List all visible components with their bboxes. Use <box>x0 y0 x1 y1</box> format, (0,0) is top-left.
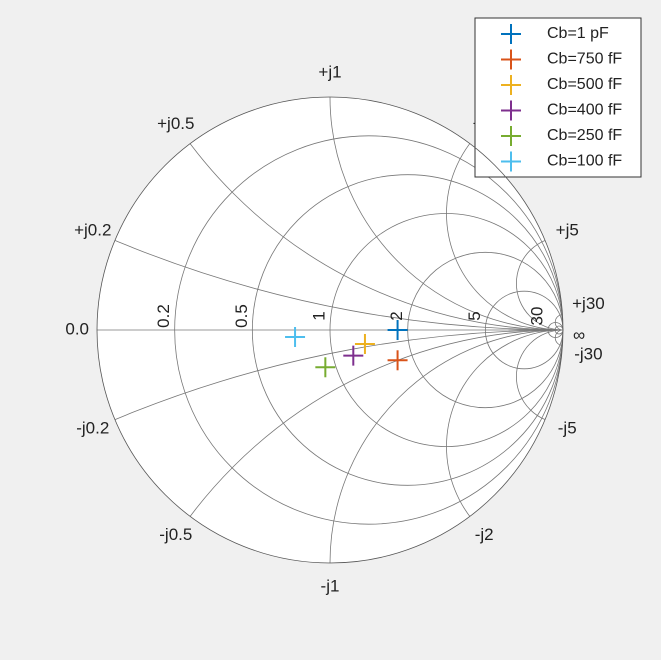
resistance-circle <box>407 251 563 409</box>
resistance-label: 5 <box>465 311 484 320</box>
infinity-label: ∞ <box>573 325 585 344</box>
resistance-circle <box>484 290 563 370</box>
reactance-label: -j5 <box>558 418 577 437</box>
legend-label: Cb=500 fF <box>547 76 622 93</box>
markers <box>285 320 408 378</box>
marker <box>387 320 408 340</box>
resistance-label: 2 <box>387 311 406 320</box>
resistance-label: 1 <box>309 311 328 320</box>
legend: Cb=1 pF Cb=750 fF Cb=500 fF Cb=400 fF Cb=250… <box>474 17 642 178</box>
reactance-arc <box>554 314 563 331</box>
legend-label: Cb=400 fF <box>547 102 622 119</box>
marker <box>354 333 375 354</box>
resistance-label: 30 <box>527 307 546 326</box>
resistance-label: 0.2 <box>154 304 173 328</box>
marker <box>315 357 336 378</box>
reactance-label: -j0.2 <box>76 418 109 437</box>
reactance-label: +j1 <box>318 62 341 81</box>
reactance-label: +j0.2 <box>74 221 111 240</box>
reactance-arc <box>446 329 563 563</box>
reactance-label: -j1 <box>321 576 340 595</box>
legend-label: Cb=100 fF <box>547 153 622 170</box>
legend-label: Cb=1 pF <box>547 25 609 42</box>
reactance-label: -j2 <box>475 525 494 544</box>
labels: 0.00.20.512530∞+j0.2+j0.5+j1+j2+j5+j30-j… <box>65 62 604 595</box>
legend-label: Cb=250 fF <box>547 127 622 144</box>
reactance-arc <box>516 236 563 331</box>
reactance-arc <box>516 329 563 424</box>
legend-box <box>474 17 642 178</box>
reactance-arc <box>446 97 563 331</box>
resistance-label: 0.5 <box>232 304 251 328</box>
marker <box>285 326 306 347</box>
resistance-circle <box>96 96 564 564</box>
reactance-label: +j30 <box>572 294 605 313</box>
resistance-label: 0.0 <box>65 319 89 338</box>
marker <box>387 350 408 371</box>
marker <box>343 345 364 366</box>
reactance-arc <box>554 329 563 346</box>
reactance-label: -j0.5 <box>159 525 192 544</box>
legend-label: Cb=750 fF <box>547 51 622 68</box>
reactance-label: +j0.5 <box>157 114 194 133</box>
resistance-circle <box>174 135 563 525</box>
reactance-label: +j5 <box>556 221 579 240</box>
reactance-label: -j30 <box>574 345 602 364</box>
